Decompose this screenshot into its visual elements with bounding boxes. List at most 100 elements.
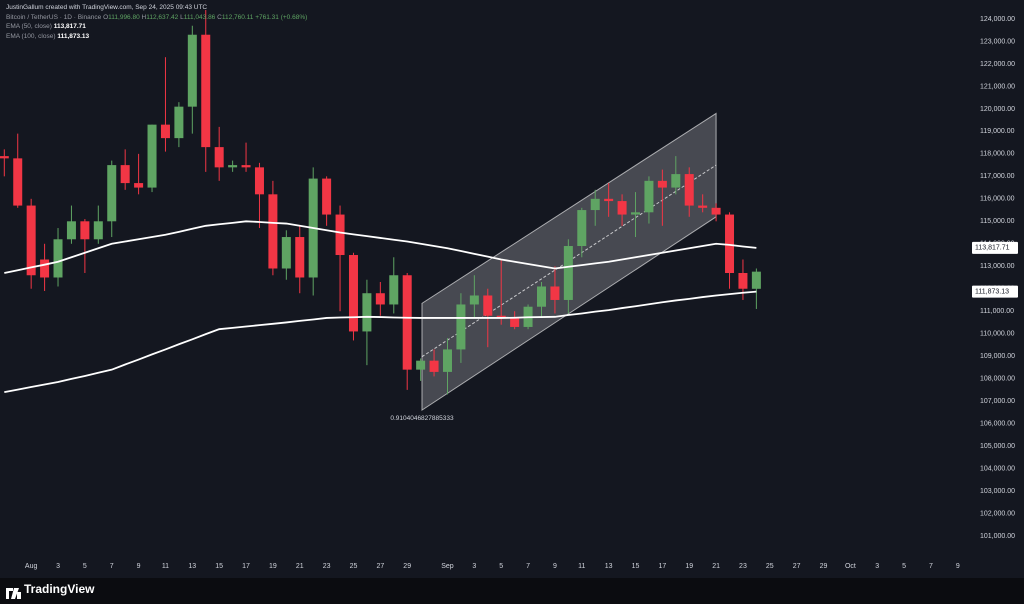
candle-body — [577, 210, 587, 247]
candle-body — [456, 304, 466, 350]
candle-body — [348, 255, 358, 332]
change: +761.31 (+0.68%) — [255, 13, 308, 21]
candle-body — [26, 205, 36, 276]
ohlc-key: H — [141, 13, 147, 21]
x-tick-label: 13 — [605, 563, 613, 570]
price-label: 111,873.13 — [975, 288, 1009, 295]
candle-body — [80, 221, 90, 240]
y-tick-label: 109,000.00 — [980, 353, 1015, 360]
x-tick-label: Aug — [25, 563, 38, 570]
candle-body — [657, 180, 667, 188]
candle-body — [442, 349, 452, 372]
x-tick-label: 9 — [553, 563, 557, 570]
candle-body — [187, 34, 197, 107]
ohlc-key: L — [180, 13, 184, 21]
y-tick-label: 108,000.00 — [980, 375, 1015, 382]
x-tick-label: Sep — [441, 563, 454, 570]
candle-body — [537, 286, 546, 307]
candle-body — [684, 174, 694, 206]
candle-body — [40, 259, 50, 278]
y-tick-label: 119,000.00 — [980, 128, 1015, 135]
candle-body — [631, 212, 641, 215]
candle-body — [295, 237, 305, 278]
x-tick-label: 11 — [578, 563, 585, 570]
candle-body — [241, 165, 251, 168]
candle-body — [510, 317, 520, 327]
y-tick-label: 121,000.00 — [980, 83, 1015, 90]
x-tick-label: 11 — [162, 563, 169, 570]
ohlc-key: O — [103, 13, 109, 21]
y-tick-label: 101,000.00 — [980, 533, 1015, 540]
y-tick-label: 105,000.00 — [980, 443, 1015, 450]
ohlc-value: 112,637.42 — [146, 13, 179, 21]
candle-body — [671, 174, 681, 188]
candle-body — [416, 360, 426, 370]
candle-body — [590, 198, 600, 211]
candle-body — [604, 198, 614, 202]
x-tick-label: 5 — [83, 563, 87, 570]
candle-body — [483, 295, 493, 316]
chart-background — [0, 0, 1024, 578]
ema-value: 111,873.13 — [57, 32, 90, 40]
candle-body — [93, 221, 103, 240]
candle-body — [402, 275, 412, 370]
channel-label: 0.9104046827885333 — [390, 415, 454, 422]
x-tick-label: 27 — [793, 563, 801, 570]
ema-line — [4, 220, 757, 274]
y-tick-label: 122,000.00 — [980, 61, 1015, 68]
candle-body — [563, 246, 573, 300]
ohlc-value: 111,996.80 — [108, 13, 140, 21]
ohlc-key: C — [217, 13, 222, 21]
candle-body — [107, 165, 117, 222]
x-tick-label: 7 — [110, 563, 114, 570]
candle-body — [322, 178, 332, 215]
legend: JustinGallum created with TradingView.co… — [6, 3, 307, 41]
ema-name: EMA (50, close) — [6, 23, 52, 30]
x-tick-label: 9 — [137, 563, 141, 570]
x-tick-label: Oct — [845, 563, 856, 570]
candle-body — [281, 237, 291, 269]
candle-body — [429, 360, 439, 372]
x-tick-label: 13 — [188, 563, 196, 570]
ema-legend: EMA (100, close) 111,873.13 — [6, 32, 307, 42]
brand-logo — [6, 588, 21, 599]
candle-body — [201, 34, 211, 148]
y-tick-label: 111,000.00 — [980, 308, 1014, 315]
x-tick-label: 5 — [902, 563, 906, 570]
candle-body — [725, 214, 735, 273]
candle-body — [469, 295, 479, 305]
candle-body — [174, 106, 184, 139]
candle-body — [738, 272, 748, 289]
x-tick-label: 5 — [499, 563, 503, 570]
x-tick-label: 17 — [658, 563, 666, 570]
candle-body — [53, 239, 63, 278]
y-tick-label: 118,000.00 — [980, 151, 1015, 158]
candle-body — [120, 165, 130, 184]
price-label-box — [972, 241, 1018, 254]
candle-body — [13, 158, 23, 206]
symbol-line: Bitcoin / TetherUS · 1D · Binance O111,9… — [6, 13, 307, 23]
x-tick-label: 17 — [242, 563, 250, 570]
x-tick-label: 19 — [269, 563, 277, 570]
y-tick-label: 120,000.00 — [980, 106, 1015, 113]
candle-body — [362, 293, 372, 332]
candle-body — [254, 167, 264, 195]
candle-body — [147, 124, 157, 188]
candle-body — [698, 205, 708, 208]
credit: JustinGallum created with TradingView.co… — [6, 4, 208, 11]
ohlc: O111,996.80 H112,637.42 L111,043.86 C112… — [103, 14, 255, 21]
x-tick-label: 25 — [766, 563, 774, 570]
x-tick-label: 15 — [632, 563, 640, 570]
x-tick-label: 15 — [215, 563, 223, 570]
price-label-box — [972, 285, 1018, 298]
x-tick-label: 23 — [323, 563, 331, 570]
ema-value: 113,817.71 — [53, 23, 86, 30]
x-tick-label: 19 — [685, 563, 693, 570]
y-tick-label: 106,000.00 — [980, 420, 1015, 427]
x-tick-label: 27 — [376, 563, 384, 570]
candle-body — [134, 183, 144, 188]
ohlc-value: 112,760.11 — [221, 13, 254, 21]
y-tick-label: 104,000.00 — [980, 465, 1015, 472]
ema-line — [4, 290, 757, 394]
